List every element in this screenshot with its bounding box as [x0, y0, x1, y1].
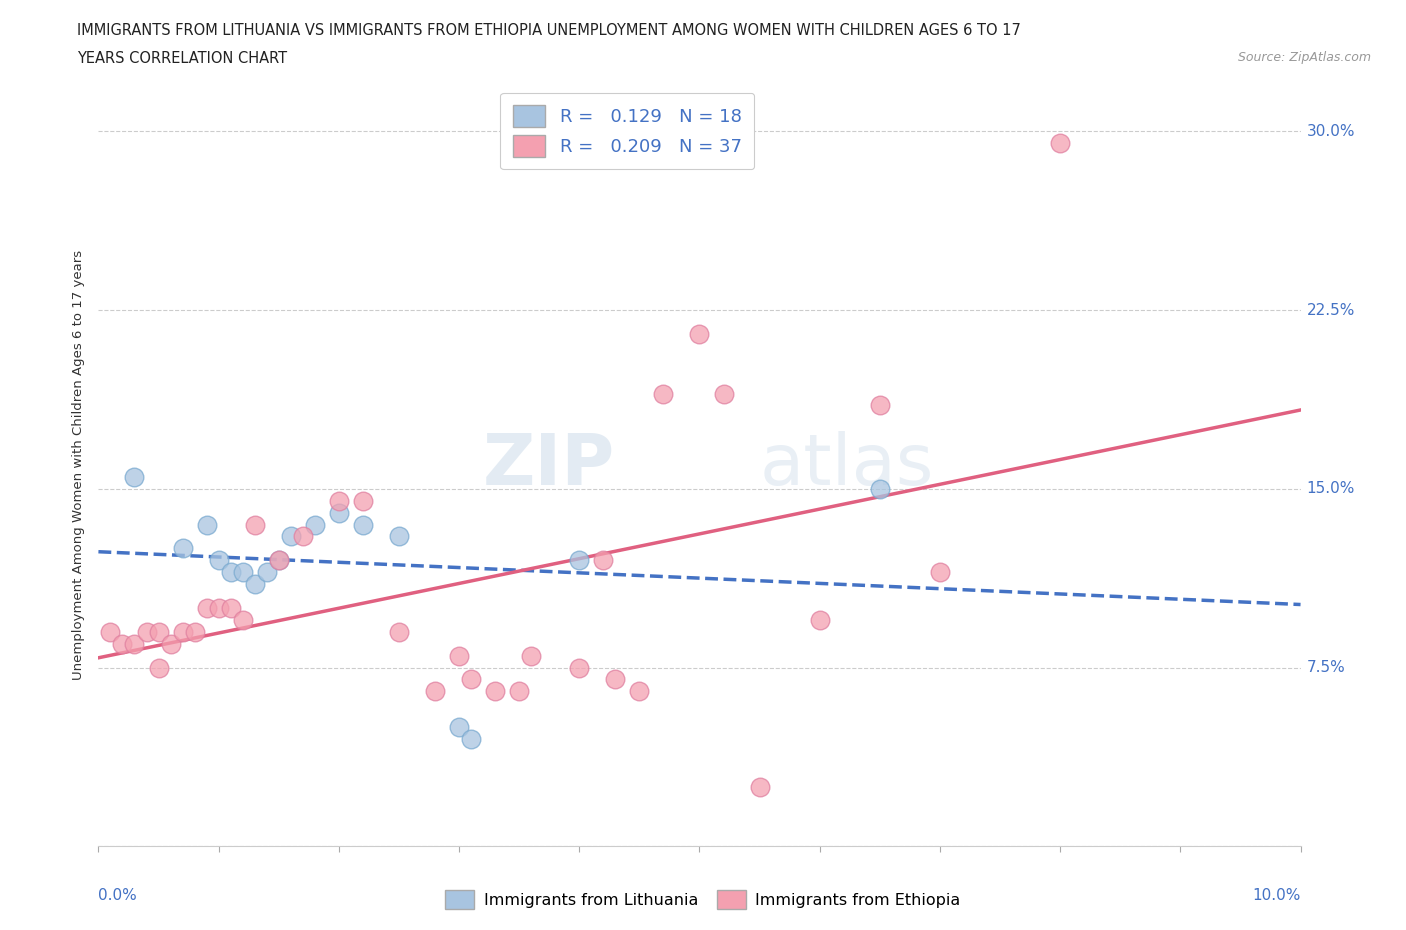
Text: 7.5%: 7.5%: [1306, 660, 1346, 675]
Point: [304, 517, 326, 532]
Point: [592, 553, 614, 568]
Text: IMMIGRANTS FROM LITHUANIA VS IMMIGRANTS FROM ETHIOPIA UNEMPLOYMENT AMONG WOMEN W: IMMIGRANTS FROM LITHUANIA VS IMMIGRANTS …: [77, 23, 1021, 38]
Y-axis label: Unemployment Among Women with Children Ages 6 to 17 years: Unemployment Among Women with Children A…: [72, 250, 86, 680]
Point: [869, 398, 891, 413]
Point: [605, 672, 627, 687]
Point: [232, 613, 254, 628]
Point: [352, 493, 374, 508]
Point: [111, 636, 134, 651]
Point: [1049, 136, 1071, 151]
Point: [748, 779, 770, 794]
Point: [243, 517, 266, 532]
Point: [219, 565, 242, 579]
Text: ZIP: ZIP: [484, 431, 616, 499]
Text: Source: ZipAtlas.com: Source: ZipAtlas.com: [1237, 51, 1371, 64]
Point: [388, 624, 411, 639]
Point: [267, 553, 290, 568]
Point: [713, 386, 735, 401]
Text: YEARS CORRELATION CHART: YEARS CORRELATION CHART: [77, 51, 287, 66]
Legend: R =   0.129   N = 18, R =   0.209   N = 37: R = 0.129 N = 18, R = 0.209 N = 37: [501, 93, 755, 169]
Point: [159, 636, 181, 651]
Point: [183, 624, 205, 639]
Point: [460, 672, 482, 687]
Point: [520, 648, 543, 663]
Point: [172, 541, 194, 556]
Point: [195, 601, 218, 616]
Point: [447, 648, 470, 663]
Point: [124, 636, 146, 651]
Point: [291, 529, 314, 544]
Legend: Immigrants from Lithuania, Immigrants from Ethiopia: Immigrants from Lithuania, Immigrants fr…: [437, 882, 969, 917]
Point: [172, 624, 194, 639]
Point: [460, 732, 482, 747]
Point: [328, 493, 350, 508]
Point: [208, 601, 231, 616]
Point: [388, 529, 411, 544]
Point: [195, 517, 218, 532]
Point: [869, 482, 891, 497]
Point: [219, 601, 242, 616]
Point: [148, 660, 170, 675]
Point: [100, 624, 122, 639]
Point: [243, 577, 266, 591]
Point: [508, 684, 530, 698]
Point: [568, 660, 591, 675]
Text: 30.0%: 30.0%: [1306, 124, 1355, 139]
Point: [808, 613, 831, 628]
Point: [423, 684, 446, 698]
Point: [568, 553, 591, 568]
Point: [135, 624, 157, 639]
Text: 10.0%: 10.0%: [1253, 888, 1301, 903]
Point: [256, 565, 278, 579]
Point: [267, 553, 290, 568]
Point: [484, 684, 506, 698]
Text: 22.5%: 22.5%: [1306, 302, 1355, 318]
Point: [352, 517, 374, 532]
Point: [232, 565, 254, 579]
Point: [208, 553, 231, 568]
Point: [652, 386, 675, 401]
Text: 0.0%: 0.0%: [98, 888, 138, 903]
Point: [280, 529, 302, 544]
Point: [447, 720, 470, 735]
Point: [124, 470, 146, 485]
Point: [688, 326, 710, 341]
Point: [929, 565, 952, 579]
Point: [628, 684, 651, 698]
Text: atlas: atlas: [759, 431, 934, 499]
Text: 15.0%: 15.0%: [1306, 482, 1355, 497]
Point: [148, 624, 170, 639]
Point: [328, 505, 350, 520]
